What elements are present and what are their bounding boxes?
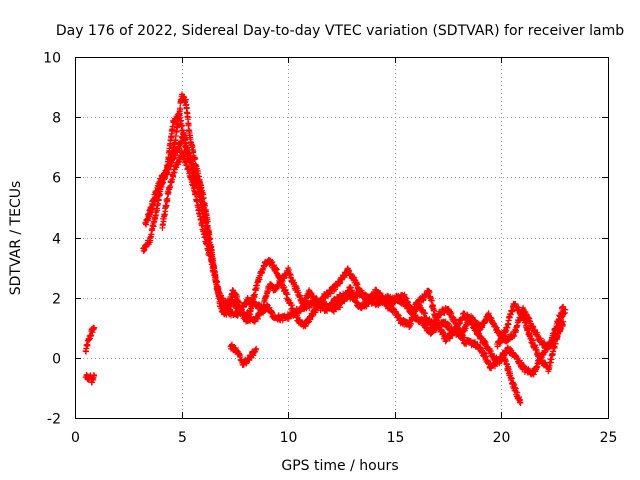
y-axis-label: SDTVAR / TECUs [8,181,24,296]
data-point [555,325,562,332]
data-point [178,117,185,124]
data-point [511,381,518,388]
axis-ticks [75,57,609,419]
data-point [166,148,173,155]
data-point [177,105,184,112]
data-point [173,164,180,171]
data-point [512,385,519,392]
data-point [84,342,91,349]
data-point [312,309,319,316]
data-point [163,168,170,175]
x-tick-label: 20 [493,430,511,446]
data-point [284,291,291,298]
data-point [483,353,490,360]
data-point [529,337,536,344]
data-point [253,345,260,352]
data-point [185,121,192,128]
data-point [204,223,211,230]
y-tick-label: 8 [52,111,61,127]
data-point [552,340,559,347]
y-tick-label: 6 [52,171,61,187]
data-point [164,163,171,170]
data-point [501,332,508,339]
data-point [288,302,295,309]
data-point [459,332,466,339]
data-point [254,315,261,322]
data-point [165,155,172,162]
data-point [351,274,358,281]
data-point [422,310,429,317]
x-axis-label: GPS time / hours [281,458,398,474]
data-point [164,195,171,202]
tick-labels: 0 5 10 15 20 25 -2 0 2 4 6 8 10 [43,51,617,447]
x-tick-label: 5 [178,430,187,446]
x-tick-label: 25 [600,430,618,446]
data-point [485,310,492,317]
data-point [562,306,569,313]
data-point [192,166,199,173]
data-point [91,324,98,331]
x-tick-label: 0 [71,430,80,446]
data-series [82,91,569,406]
data-point [560,303,567,310]
y-tick-label: 4 [52,232,61,248]
data-point [358,287,365,294]
data-point [428,297,435,304]
data-point [146,213,153,220]
data-point [514,389,521,396]
data-point [169,123,176,130]
grid [75,57,608,418]
x-tick-label: 10 [280,430,298,446]
data-point [91,372,98,379]
data-point [530,371,537,378]
data-point [155,185,162,192]
y-tick-label: 0 [52,352,61,368]
data-point [182,137,189,144]
data-point [206,252,213,259]
y-tick-label: 10 [43,51,61,67]
y-tick-label: -2 [47,412,61,428]
data-point [517,399,524,406]
data-point [429,319,436,326]
x-tick-label: 15 [387,430,405,446]
chart-title: Day 176 of 2022, Sidereal Day-to-day VTE… [56,23,624,39]
y-tick-label: 2 [52,292,61,308]
data-point [347,284,354,291]
